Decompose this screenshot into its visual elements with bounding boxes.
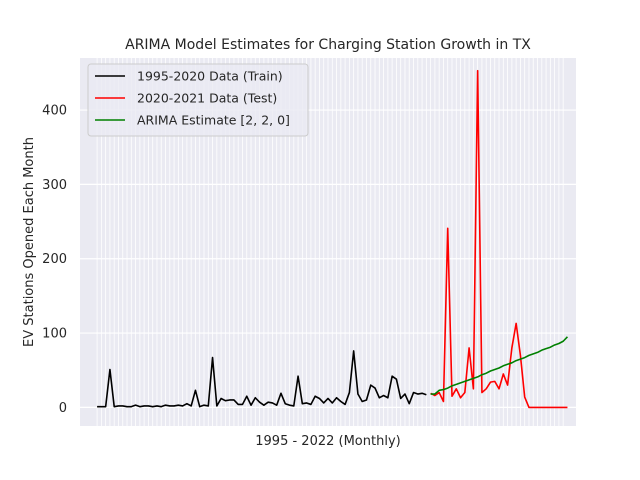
y-tick-labels: 0 100 200 300 400: [42, 104, 67, 416]
y-tick-label: 400: [42, 104, 67, 119]
y-axis-label: EV Stations Opened Each Month: [22, 137, 37, 347]
legend-frame: [87, 63, 309, 137]
y-tick-label: 300: [42, 178, 67, 193]
legend-label-2: 2020-2021 Data (Test): [137, 91, 277, 106]
chart-title: ARIMA Model Estimates for Charging Stati…: [125, 37, 531, 53]
series-line-2: [430, 69, 568, 409]
series-line-3: [430, 336, 569, 395]
series-layer: [97, 69, 569, 409]
legend: 1995-2020 Data (Train) 2020-2021 Data (Te…: [87, 63, 309, 137]
y-tick-label: 200: [42, 252, 67, 267]
y-tick-label: 100: [42, 327, 67, 342]
series-line-1: [97, 350, 427, 408]
y-tick-label: 0: [59, 401, 67, 416]
x-axis-label: 1995 - 2022 (Monthly): [255, 434, 400, 449]
legend-label-3: ARIMA Estimate [2, 2, 0]: [137, 113, 290, 128]
legend-label-1: 1995-2020 Data (Train): [137, 69, 283, 84]
